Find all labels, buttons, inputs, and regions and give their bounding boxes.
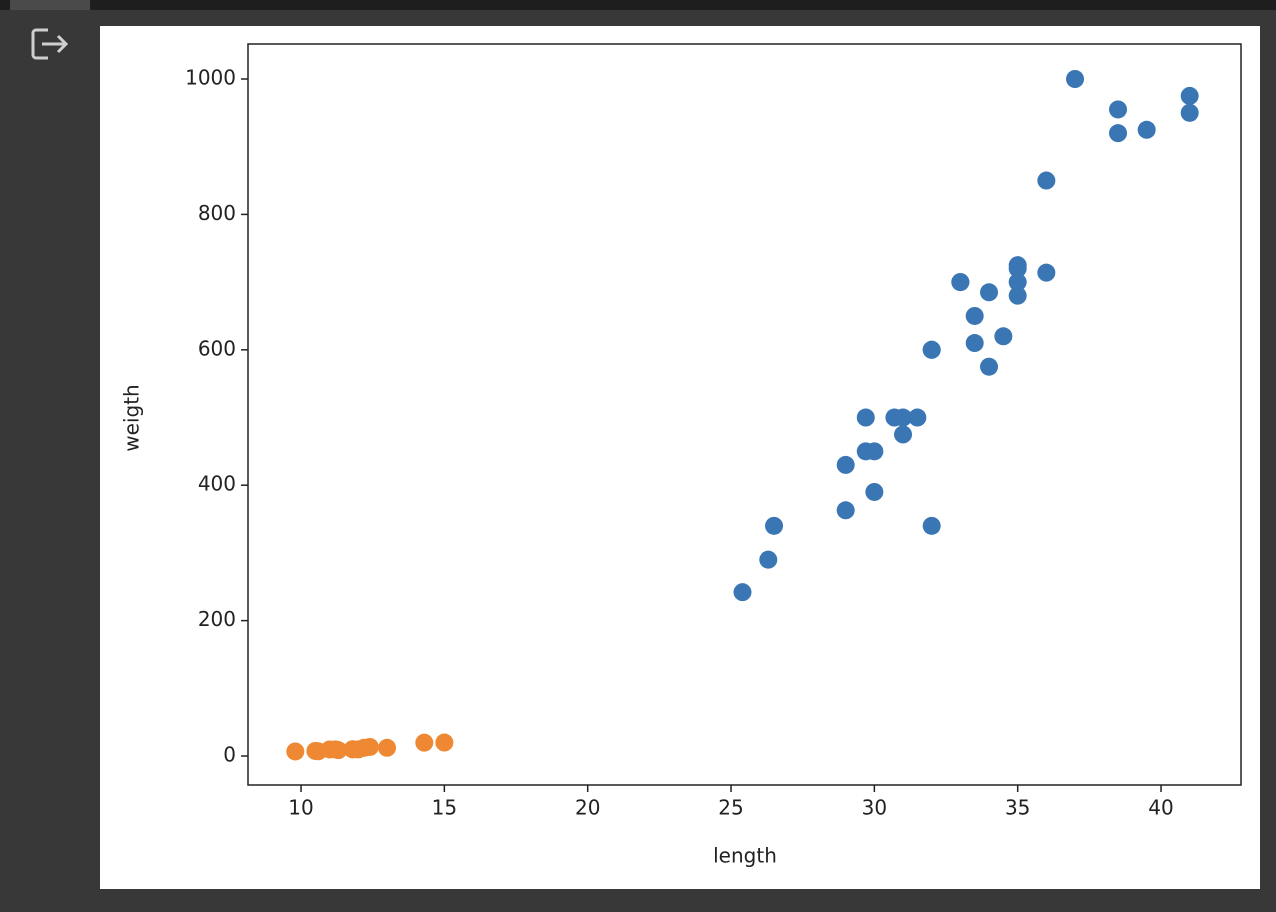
y-tick-label: 1000 bbox=[185, 66, 236, 90]
x-axis-label: length bbox=[713, 844, 777, 868]
point bbox=[980, 357, 999, 376]
point bbox=[1008, 286, 1027, 305]
point bbox=[1037, 171, 1056, 190]
point bbox=[965, 306, 984, 325]
point bbox=[765, 516, 784, 535]
point bbox=[894, 425, 913, 444]
x-tick-label: 15 bbox=[432, 796, 457, 820]
x-tick-label: 10 bbox=[288, 796, 313, 820]
x-tick-label: 35 bbox=[1005, 796, 1030, 820]
point bbox=[856, 408, 875, 427]
x-tick-label: 40 bbox=[1148, 796, 1173, 820]
point bbox=[965, 334, 984, 353]
top-bar bbox=[0, 0, 1276, 10]
point bbox=[360, 737, 379, 756]
point bbox=[435, 733, 454, 752]
point bbox=[286, 742, 305, 761]
chart: length weigth 10 15 20 25 30 35 40020040060080… bbox=[120, 43, 1242, 868]
point bbox=[922, 516, 941, 535]
point bbox=[733, 583, 752, 602]
point bbox=[1008, 273, 1027, 292]
point bbox=[329, 741, 348, 760]
point bbox=[1137, 120, 1156, 139]
point bbox=[865, 442, 884, 461]
y-tick-label: 0 bbox=[223, 743, 236, 767]
point bbox=[1008, 259, 1027, 278]
plot-frame bbox=[247, 43, 1242, 786]
point bbox=[836, 455, 855, 474]
point bbox=[908, 408, 927, 427]
point bbox=[994, 327, 1013, 346]
point bbox=[894, 408, 913, 427]
tab[interactable] bbox=[10, 0, 90, 10]
point bbox=[922, 340, 941, 359]
point bbox=[1109, 124, 1128, 143]
point bbox=[1066, 70, 1085, 89]
x-tick-label: 20 bbox=[575, 796, 600, 820]
point bbox=[980, 283, 999, 302]
point bbox=[1180, 103, 1199, 122]
y-tick-label: 800 bbox=[198, 201, 236, 225]
x-tick-label: 30 bbox=[862, 796, 887, 820]
y-axis-label: weigth bbox=[120, 384, 144, 451]
point bbox=[415, 733, 434, 752]
point bbox=[951, 273, 970, 292]
point bbox=[836, 501, 855, 520]
y-tick-label: 200 bbox=[198, 607, 236, 631]
point bbox=[1037, 263, 1056, 282]
point bbox=[865, 482, 884, 501]
point bbox=[759, 550, 778, 569]
output-action-icon[interactable] bbox=[30, 26, 72, 62]
output-panel: length weigth 10 15 20 25 30 35 40 0 200 400 600 80… bbox=[100, 26, 1260, 889]
point bbox=[1180, 86, 1199, 105]
y-tick-label: 400 bbox=[198, 472, 236, 496]
point bbox=[378, 738, 397, 757]
point bbox=[1109, 100, 1128, 119]
x-tick-label: 25 bbox=[718, 796, 743, 820]
y-tick-label: 600 bbox=[198, 336, 236, 360]
